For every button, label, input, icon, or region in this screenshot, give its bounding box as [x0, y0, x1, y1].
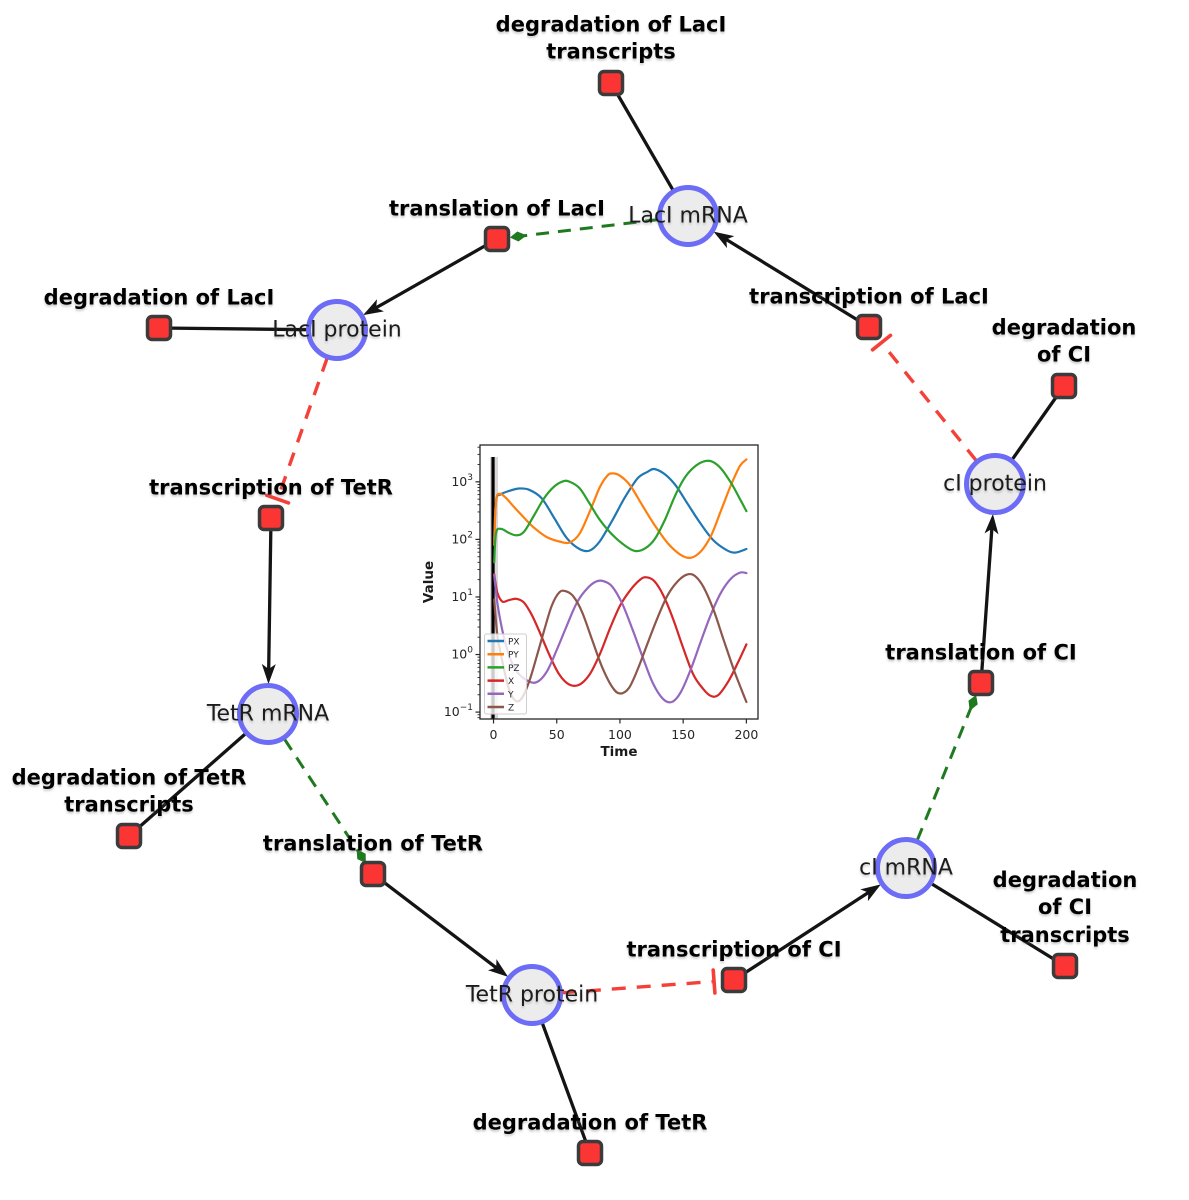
series-PY: [493, 458, 748, 560]
y-tick-label: 101: [451, 588, 473, 604]
reaction-nodes-layer: [115, 69, 1079, 1167]
reaction-node-deg_laci_tr: [597, 69, 625, 97]
modifier-edge: [523, 218, 659, 238]
reaction-node-transl_tetr: [359, 860, 387, 888]
species-nodes-layer: [237, 185, 1026, 1026]
x-axis-ticks: 0 50 100 150 200: [490, 719, 758, 742]
y-tick-label: 10−1: [444, 703, 473, 719]
inhibition-edge: [880, 341, 978, 462]
y-tick-label: 100: [451, 646, 473, 662]
series-PX: [493, 467, 748, 554]
x-tick-label: 50: [549, 727, 565, 742]
edge-transcr_laci-laci_mrna: [713, 231, 871, 329]
legend-entry-label: X: [508, 677, 514, 687]
inhibition-edge: [561, 979, 715, 995]
consumption-edge: [929, 882, 1067, 968]
inhibition-edge: [276, 357, 329, 500]
production-edge: [723, 236, 871, 329]
edges-layer: [127, 81, 1067, 1155]
modifier-edge: [283, 738, 360, 853]
y-axis-ticks: 10−1 100 101 102 103: [444, 446, 480, 719]
inset-chart: 0 50 100 150 200Time10−1100101102103ValuePXP…: [421, 444, 759, 760]
species-node-laci_protein: [306, 299, 368, 361]
reaction-node-deg_tetr_tr: [115, 822, 143, 850]
consumption-edge: [609, 81, 675, 192]
edge-laci_protein-deg_laci: [157, 326, 309, 332]
arrowhead-icon: [984, 513, 999, 535]
reaction-node-deg_tetr: [576, 1139, 604, 1167]
reaction-node-transcr_ci: [720, 966, 748, 994]
consumption-edge: [157, 326, 309, 332]
production-edge: [267, 516, 273, 673]
reaction-node-transcr_tetr: [257, 504, 285, 532]
reaction-node-deg_ci: [1050, 372, 1078, 400]
modifier-arrowhead-icon: [356, 848, 366, 864]
arrowhead-icon: [487, 959, 509, 977]
modifier-arrowhead-icon: [968, 695, 978, 711]
production-edge: [371, 872, 500, 971]
y-tick-label: 102: [451, 530, 473, 546]
y-tick-label: 103: [451, 473, 473, 489]
edge-transl_ci-ci_protein: [979, 513, 999, 685]
edge-transcr_tetr-tetr_mrna: [261, 516, 276, 685]
x-tick-label: 100: [608, 727, 632, 742]
series-X: [493, 573, 748, 698]
edge-laci_protein-transcr_tetr: [264, 357, 329, 505]
edge-ci_mrna-transl_ci: [915, 695, 978, 841]
species-node-ci_mrna: [875, 837, 937, 899]
reaction-node-transl_laci: [483, 225, 511, 253]
x-axis-label: Time: [600, 744, 637, 760]
modifier-arrowhead-icon: [509, 231, 527, 242]
arrowhead-icon: [713, 231, 735, 249]
reaction-node-deg_laci: [145, 314, 173, 342]
chart-legend: PX PY PZ XYZ: [484, 633, 527, 715]
production-edge: [979, 525, 994, 685]
consumption-edge: [540, 1021, 592, 1155]
edge-tetr_mrna-transl_tetr: [283, 738, 366, 864]
legend-entry-label: PZ: [508, 664, 520, 674]
chart-frame: [479, 444, 759, 720]
reaction-node-transl_ci: [967, 669, 995, 697]
edge-transl_tetr-tetr_protein: [371, 872, 509, 977]
y-axis-label: Value: [421, 561, 437, 603]
arrowhead-icon: [261, 663, 276, 685]
species-node-laci_mrna: [657, 185, 719, 247]
edge-transcr_ci-ci_mrna: [732, 884, 881, 982]
legend-entry-label: Y: [507, 690, 514, 700]
reaction-node-transcr_laci: [855, 313, 883, 341]
edge-ci_protein-transcr_laci: [870, 333, 978, 462]
arrowhead-icon: [860, 884, 881, 902]
edge-tetr_mrna-deg_tetr_tr: [127, 732, 248, 838]
species-node-tetr_protein: [501, 964, 563, 1026]
legend-box: [484, 633, 527, 715]
legend-entry-label: Z: [508, 704, 514, 714]
edge-tetr_protein-deg_tetr: [540, 1021, 592, 1155]
arrowhead-icon: [363, 299, 384, 316]
edge-laci_mrna-transl_laci: [509, 218, 659, 242]
inhibition-bar-icon: [711, 968, 717, 995]
inhibition-bar-icon: [264, 493, 291, 505]
edge-transl_laci-laci_protein: [363, 237, 499, 316]
production-edge: [732, 889, 872, 982]
consumption-edge: [127, 732, 248, 838]
series-PZ: [493, 459, 748, 564]
x-tick-label: 150: [671, 727, 695, 742]
species-node-tetr_mrna: [237, 683, 299, 745]
inhibition-bar-icon: [870, 333, 893, 352]
production-edge: [372, 237, 499, 311]
modifier-edge: [915, 707, 973, 841]
edge-tetr_protein-transcr_ci: [561, 968, 717, 995]
reaction-node-deg_ci_tr: [1051, 952, 1079, 980]
edge-laci_mrna-deg_laci_tr: [609, 81, 675, 192]
x-tick-label: 0: [490, 727, 498, 742]
edge-ci_mrna-deg_ci_tr: [929, 882, 1067, 968]
legend-entry-label: PY: [508, 651, 519, 661]
species-node-ci_protein: [964, 453, 1026, 515]
x-tick-label: 200: [734, 727, 758, 742]
legend-entry-label: PX: [508, 638, 520, 648]
